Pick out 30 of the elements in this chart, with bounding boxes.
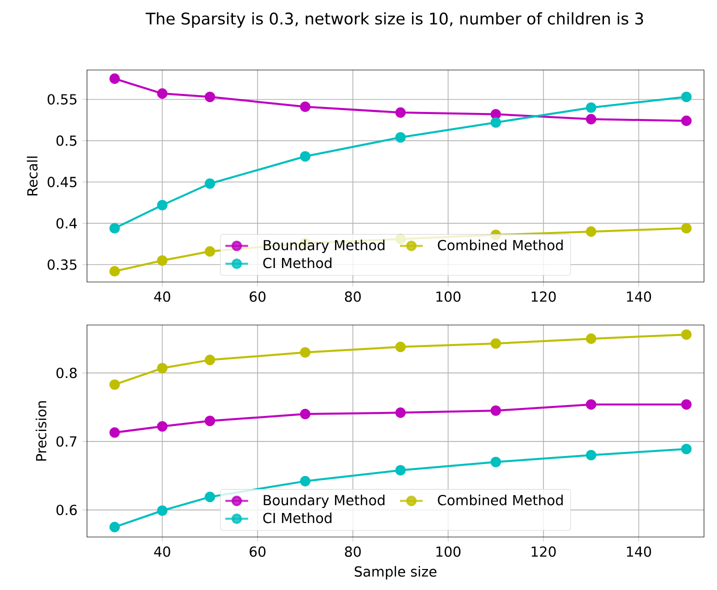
x-tick-label: 40 [154,546,170,557]
legend-label: Combined Method [438,240,563,250]
x-tick-label: 120 [532,291,556,302]
legend-label: Boundary Method [264,240,384,254]
y-tick-label: 0.4 [56,218,77,229]
x-tick-label: 140 [627,546,652,557]
x-tick-label: 100 [436,291,460,302]
chart-title: The Sparsity is 0.3, network size is 10, number of children is 3 [146,12,644,28]
legend-label: CI Method [263,512,332,524]
x-tick-label: 60 [250,291,266,302]
y-tick-label: 0.7 [56,436,76,447]
x-tick-label: 120 [532,546,556,557]
legend-label: CI Method [263,258,332,268]
y-tick-label: 0.6 [56,504,77,516]
x-axis-title: Sample size [354,566,436,580]
y-tick-label: 0.35 [48,259,76,270]
y-axis-title: Recall [26,156,38,196]
y-tick-label: 0.45 [48,176,76,188]
y-tick-label: 0.55 [48,94,76,105]
legend-label: Combined Method [438,494,563,506]
x-tick-label: 80 [344,546,361,557]
x-tick-label: 80 [344,291,361,302]
x-tick-label: 60 [250,546,266,557]
legend-label: Boundary Method [264,494,384,508]
y-tick-label: 0.5 [56,135,76,146]
x-tick-label: 40 [154,291,170,302]
y-axis-title: Precision [36,401,46,461]
x-tick-label: 140 [627,291,652,302]
x-tick-label: 100 [436,546,460,557]
y-tick-label: 0.8 [56,368,77,378]
